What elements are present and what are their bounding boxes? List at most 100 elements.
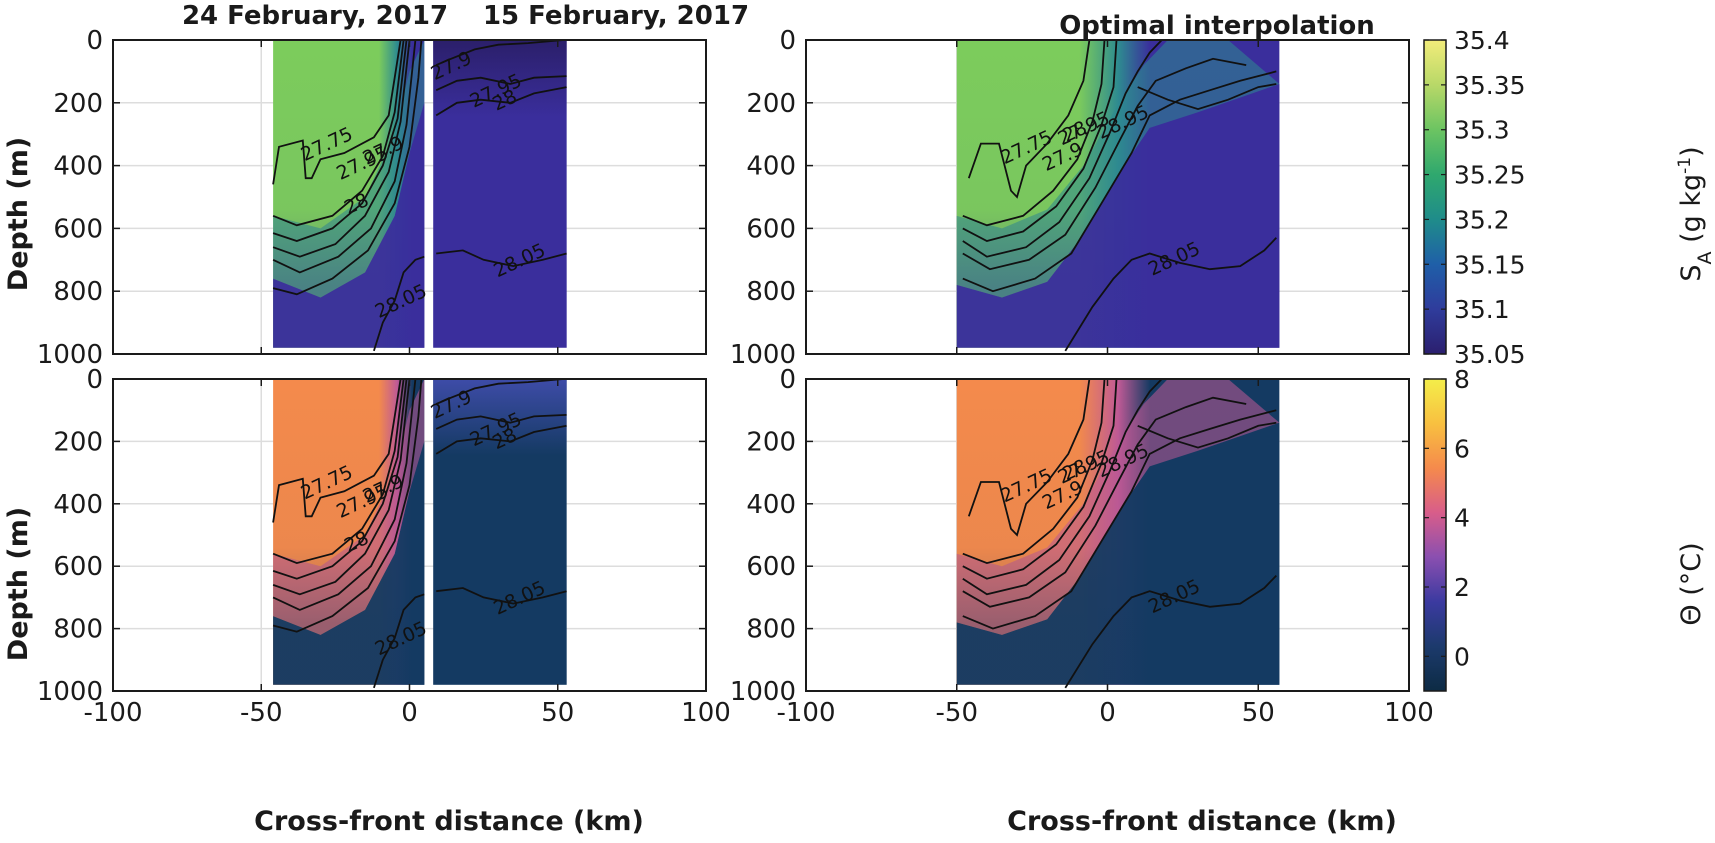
x-tick-label: -100 [83,698,142,728]
colorbar-tick-label: 35.25 [1454,161,1526,190]
isopycnal-line [272,379,405,565]
isopycnal-line [272,40,402,185]
colorbar-temperature-label: Θ (°C) [1676,542,1707,625]
y-tick-label: 200 [53,427,103,457]
isopycnal-line [436,587,567,605]
isopycnal-line [962,379,1118,580]
colorbar-ramp [1423,39,1447,355]
isopycnal-line [436,249,567,268]
isopycnal-line [962,396,1247,608]
isopycnal-line [272,40,408,242]
isopycnal-line [435,414,567,430]
isopycnal-line [967,40,1091,199]
isopycnal-line [962,40,1106,227]
y-tick-label: 400 [53,152,103,182]
y-tick-label: 1000 [730,340,796,370]
y-tick-label: 1000 [37,677,103,707]
isopycnal-line [967,379,1091,537]
salinity-label-main: S [1676,264,1707,281]
isopycnal-line [1137,83,1277,111]
colorbar-tick-label: 8 [1454,365,1470,394]
y-tick-label: 600 [746,214,796,244]
x-tick-label: 100 [1384,698,1434,728]
colorbar-tick-label: 35.15 [1454,250,1526,279]
isopycnal-line [1064,237,1277,352]
isopycnal-line [962,379,1163,596]
y-tick-label: 0 [86,26,103,56]
colorbar-tick-label: 35.2 [1454,205,1510,234]
x-tick-label: 0 [1099,698,1116,728]
isopycnal-line [1137,421,1277,449]
y-tick-label: 1000 [37,340,103,370]
title-feb-15: 15 February, 2017 [483,1,749,31]
field-temperature [956,379,1280,685]
salinity-label-close: ) [1676,146,1707,157]
isopycnal-line [435,424,567,455]
colorbar-tick-label: 35.1 [1454,295,1510,324]
isopycnal-line [962,57,1247,271]
isopycnal-line [435,40,564,66]
isopycnal-line [272,379,423,633]
y-tick-label: 200 [746,89,796,119]
field-temperature [273,379,567,685]
salinity-label-exp: -1 [1675,157,1695,174]
isopycnal-line [373,255,425,352]
y-tick-label: 200 [746,427,796,457]
y-tick-label: 800 [746,615,796,645]
isopycnal-line [272,40,405,227]
x-tick-label: -100 [776,698,835,728]
isopycnal-line [373,593,425,689]
xlabel-right: Cross-front distance (km) [1007,806,1397,837]
isopycnal-line [962,40,1118,242]
colorbar-tick-label: 35.4 [1454,26,1510,55]
y-tick-label: 600 [53,552,103,582]
isopycnal-line [272,379,408,580]
colorbar-tick-label: 6 [1454,434,1470,463]
y-tick-label: 400 [746,490,796,520]
isopycnal-line [272,379,411,596]
y-tick-label: 0 [779,365,796,395]
y-tick-label: 200 [53,89,103,119]
x-tick-label: 50 [1242,698,1275,728]
colorbar-tick-label: 35.35 [1454,71,1526,100]
ylabel-top: Depth (m) [3,137,34,291]
colorbar-tick-label: 0 [1454,642,1470,671]
ylabel-bottom: Depth (m) [3,507,34,661]
isopycnal-line [962,409,1277,630]
y-tick-label: 800 [53,615,103,645]
isopycnal-line [435,75,567,92]
colorbar-tick-label: 2 [1454,573,1470,602]
x-tick-label: -50 [936,698,978,728]
isopycnal-line [272,379,417,611]
isopycnal-line [272,40,417,274]
isopycnal-line [272,379,402,523]
colorbar-tick-label: 35.3 [1454,116,1510,145]
x-tick-label: 100 [681,698,731,728]
panel-temperature-observed: 27.75 27.927.952828.0527.927.952828.05020… [37,365,731,728]
x-tick-label: -50 [240,698,282,728]
title-optimal-interpolation: Optimal interpolation [1059,11,1375,41]
colorbar-temperature: 0 2 4 6 8 [1423,365,1470,692]
y-tick-label: 400 [746,152,796,182]
colorbar-tick-label: 4 [1454,504,1470,533]
salinity-label-unit: (g kg [1676,174,1707,252]
isopycnal-line [272,40,411,258]
isopycnal-line [435,379,564,405]
colorbar-tick-label: 35.05 [1454,340,1526,369]
depth-shading [956,40,1280,348]
isopycnal-line [962,379,1106,565]
depth-shading [956,379,1280,685]
y-tick-label: 600 [746,552,796,582]
title-feb-24: 24 February, 2017 [182,1,448,31]
y-tick-label: 1000 [730,677,796,707]
y-tick-label: 600 [53,214,103,244]
isopycnal-line [1064,574,1277,689]
y-tick-label: 0 [86,365,103,395]
isopycnal-line [272,40,423,296]
depth-shading [273,40,425,348]
y-tick-label: 400 [53,490,103,520]
depth-shading [273,379,425,685]
isopycnal-line [962,40,1163,258]
